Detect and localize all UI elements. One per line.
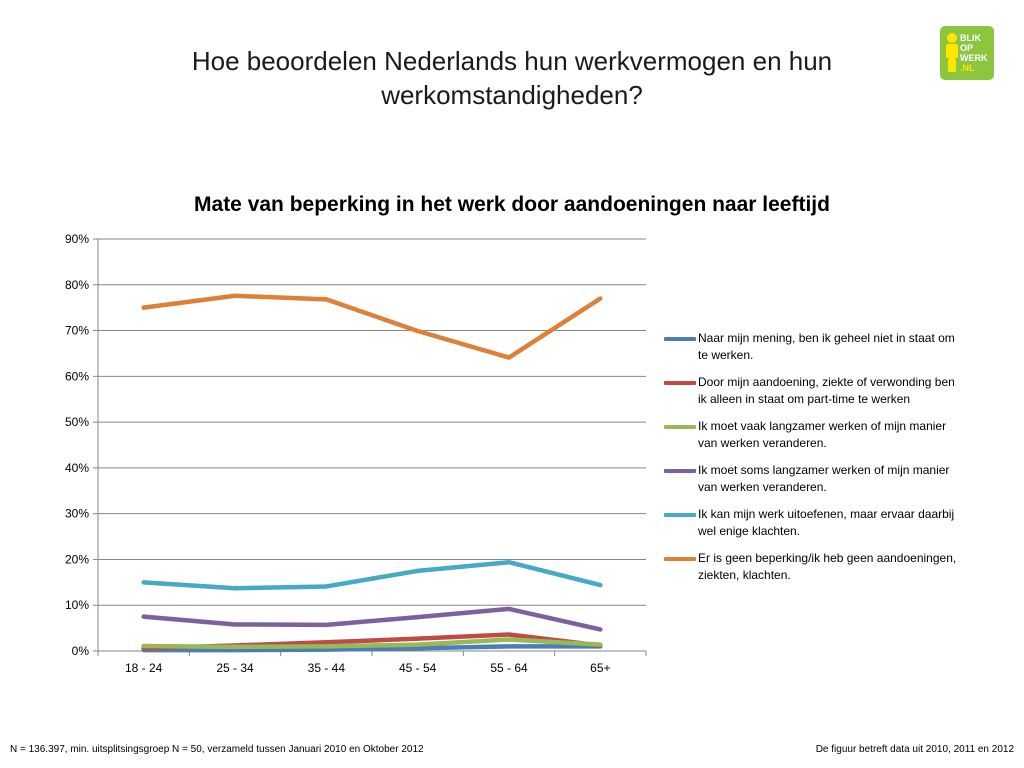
- x-tick-label: 25 - 34: [216, 661, 254, 675]
- person-icon: [946, 33, 958, 72]
- y-tick-label: 10%: [65, 598, 89, 612]
- series-line-6: [141, 293, 603, 360]
- legend-swatch: [664, 381, 696, 385]
- legend-item-1: Naar mijn mening, ben ik geheel niet in …: [664, 330, 964, 364]
- chart-title: Mate van beperking in het werk door aand…: [194, 193, 830, 216]
- slide-title-line2: werkomstandigheden?: [381, 80, 643, 110]
- footnote-sample-info: N = 136.397, min. uitsplitsingsgroep N =…: [10, 744, 424, 755]
- logo-line3: WERK: [960, 53, 988, 63]
- y-tick-label: 90%: [65, 232, 89, 246]
- legend-item-5: Ik kan mijn werk uitoefenen, maar ervaar…: [664, 506, 964, 540]
- x-tick-label: 18 - 24: [125, 661, 163, 675]
- logo-text: BLIK OP WERK .NL: [960, 33, 988, 73]
- slide-title-line1: Hoe beoordelen Nederlands hun werkvermog…: [191, 46, 833, 76]
- series-line-1: [141, 644, 603, 653]
- legend-swatch: [664, 469, 696, 473]
- y-tick-label: 20%: [65, 552, 89, 566]
- legend-label: Door mijn aandoening, ziekte of verwondi…: [698, 375, 955, 406]
- chart-legend: Naar mijn mening, ben ik geheel niet in …: [664, 330, 964, 594]
- series-line-3: [141, 637, 603, 650]
- legend-label: Ik moet vaak langzamer werken of mijn ma…: [698, 419, 947, 450]
- legend-item-3: Ik moet vaak langzamer werken of mijn ma…: [664, 418, 964, 452]
- logo-line4: .NL: [960, 63, 975, 73]
- footnote-data-years: De figuur betreft data uit 2010, 2011 en…: [815, 744, 1014, 755]
- legend-label: Naar mijn mening, ben ik geheel niet in …: [698, 331, 955, 362]
- series-lines: [141, 293, 603, 653]
- gridlines: [98, 238, 646, 606]
- legend-label: Ik moet soms langzamer werken of mijn ma…: [698, 463, 950, 494]
- x-tick-label: 45 - 54: [399, 661, 437, 675]
- x-tick-label: 35 - 44: [308, 661, 346, 675]
- series-line-5: [141, 559, 603, 591]
- y-tick-label: 70%: [65, 324, 89, 338]
- legend-label: Er is geen beperking/ik heb geen aandoen…: [698, 551, 957, 582]
- logo-line1: BLIK: [960, 33, 981, 43]
- logo-line2: OP: [960, 43, 974, 53]
- legend-label: Ik kan mijn werk uitoefenen, maar ervaar…: [698, 507, 955, 538]
- tick-labels: 0% 10% 20% 30% 40% 50% 60% 70% 80% 90% 18 - 24 25 -…: [65, 232, 611, 675]
- y-tick-label: 0%: [72, 644, 90, 658]
- slide-title: Hoe beoordelen Nederlands hun werkvermog…: [150, 44, 874, 112]
- y-tick-label: 40%: [65, 461, 89, 475]
- y-tick-label: 50%: [65, 415, 89, 429]
- legend-swatch: [664, 557, 696, 561]
- legend-swatch: [664, 337, 696, 341]
- legend-swatch: [664, 425, 696, 429]
- x-tick-label: 65+: [590, 661, 610, 675]
- legend-item-4: Ik moet soms langzamer werken of mijn ma…: [664, 462, 964, 496]
- y-tick-label: 30%: [65, 507, 89, 521]
- series-line-4: [141, 606, 603, 632]
- x-tick-label: 55 - 64: [490, 661, 528, 675]
- blik-op-werk-logo: BLIK OP WERK .NL: [940, 26, 994, 80]
- y-tick-label: 60%: [65, 369, 89, 383]
- legend-item-2: Door mijn aandoening, ziekte of verwondi…: [664, 374, 964, 408]
- legend-swatch: [664, 513, 696, 517]
- legend-item-6: Er is geen beperking/ik heb geen aandoen…: [664, 550, 964, 584]
- y-tick-label: 80%: [65, 278, 89, 292]
